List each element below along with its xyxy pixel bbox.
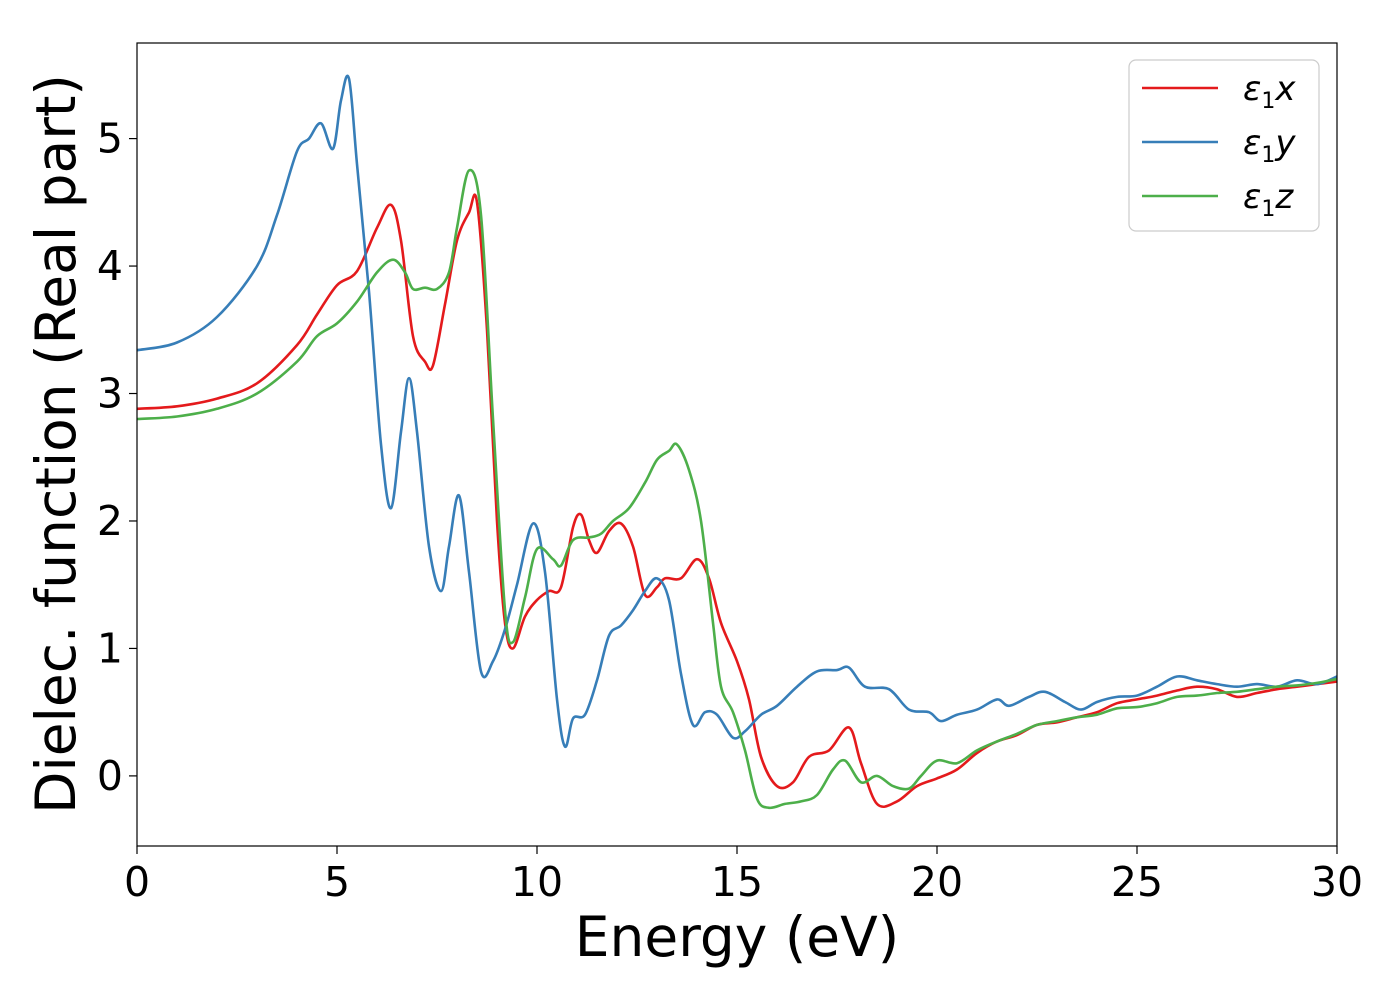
series-line-y xyxy=(137,74,1337,748)
legend-box xyxy=(1128,59,1320,232)
series-layer xyxy=(137,74,1337,810)
x-tick-label: 15 xyxy=(711,858,763,906)
x-tick-label: 10 xyxy=(511,858,563,906)
x-tick-label: 20 xyxy=(911,858,963,906)
y-axis-title: Dielec. function (Real part) xyxy=(24,74,88,814)
x-axis-title: Energy (eV) xyxy=(575,905,899,969)
y-tick-label: 4 xyxy=(97,242,123,290)
legend-label-x: ε1x xyxy=(1243,69,1296,114)
series-line-x xyxy=(137,193,1337,809)
y-tick-label: 0 xyxy=(97,752,123,800)
y-tick-label: 3 xyxy=(97,370,123,418)
y-tick-label: 5 xyxy=(97,115,123,163)
y-tick-label: 2 xyxy=(97,497,123,545)
x-tick-label: 25 xyxy=(1111,858,1163,906)
x-tick-label: 5 xyxy=(324,858,350,906)
x-tick-label: 30 xyxy=(1311,858,1363,906)
ticks-layer: 0 5 10 15 20 25 30 0 1 2 3 4 5 xyxy=(97,115,1363,906)
legend: ε1x ε1y ε1z xyxy=(1128,59,1320,232)
x-tick-label: 0 xyxy=(124,858,150,906)
legend-label-y: ε1y xyxy=(1243,123,1296,168)
y-tick-label: 1 xyxy=(97,624,123,672)
legend-label-z: ε1z xyxy=(1243,177,1294,222)
series-line-z xyxy=(137,168,1337,810)
